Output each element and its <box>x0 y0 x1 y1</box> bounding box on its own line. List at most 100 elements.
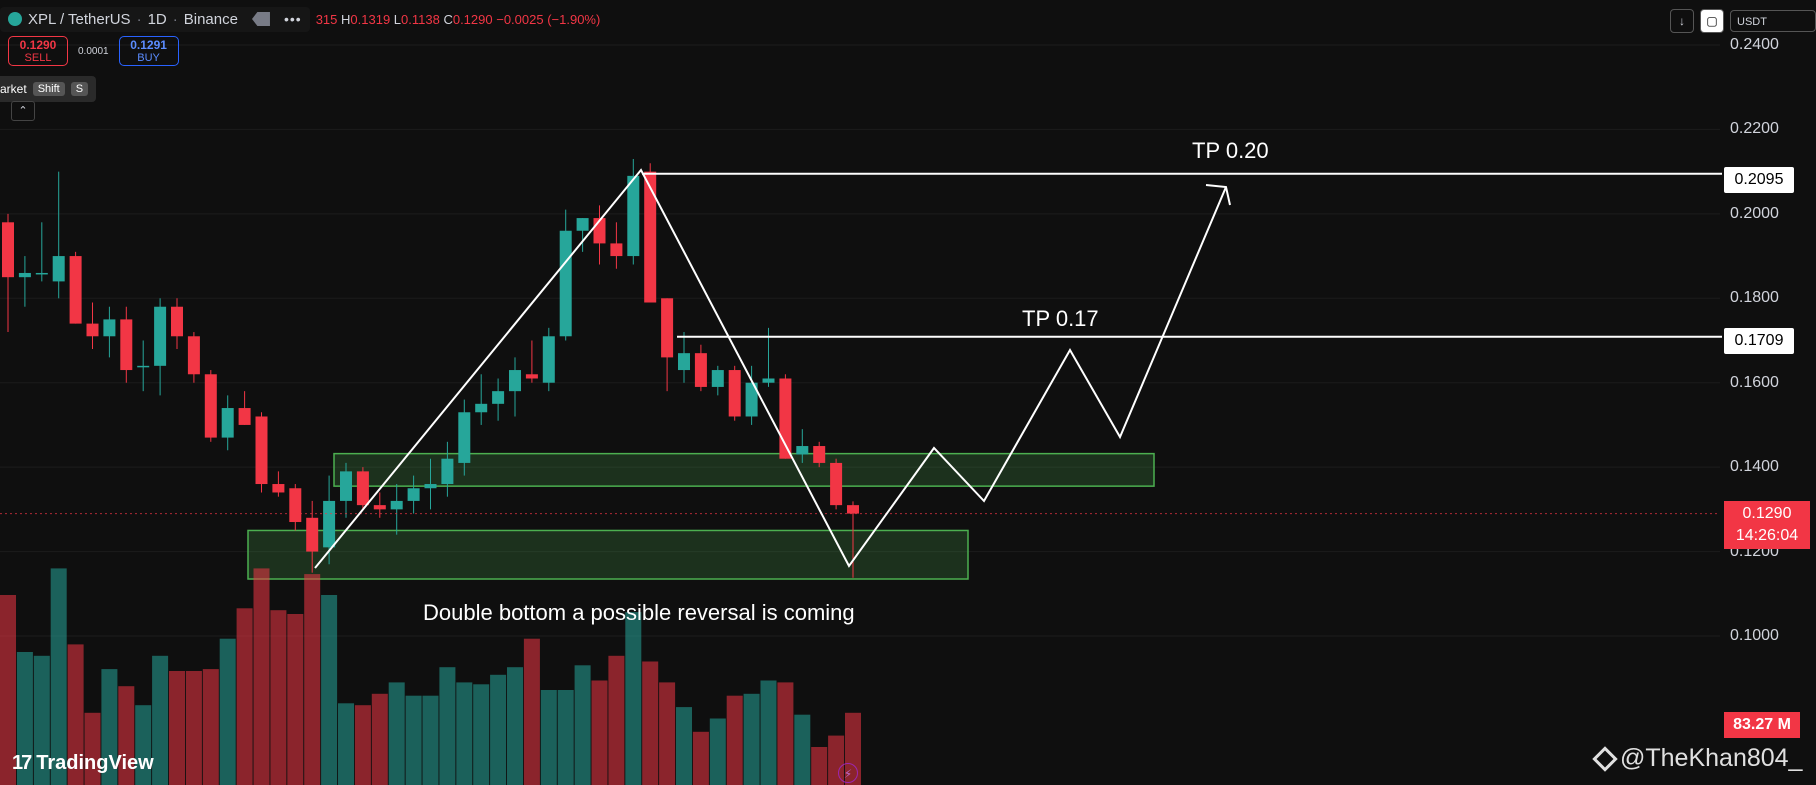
trade-panel: 0.1290 SELL 0.0001 0.1291 BUY <box>8 36 179 66</box>
arrowhead <box>1205 184 1231 206</box>
volume-bar <box>67 644 84 785</box>
candle-body <box>711 370 724 387</box>
volume-bar <box>169 671 185 785</box>
candle-body <box>103 319 116 337</box>
candle-body <box>492 391 505 404</box>
volume-bar <box>557 690 574 785</box>
candle-body <box>678 353 690 371</box>
candle-body <box>18 272 31 278</box>
volume-bar <box>726 695 743 785</box>
symbol-name: XPL / TetherUS <box>28 10 131 28</box>
volume-bar <box>794 714 811 785</box>
candle-body <box>610 243 623 257</box>
axis-tick-label: 0.1600 <box>1730 373 1779 391</box>
candle-body <box>542 336 555 383</box>
resistance-zone <box>333 452 1155 487</box>
volume-bar <box>287 614 304 785</box>
volume-bar <box>388 682 405 785</box>
candle-body <box>204 374 217 438</box>
candle-body <box>424 484 437 489</box>
volume-bar <box>540 690 557 785</box>
level-tag-tp1: 0.1709 <box>1724 328 1794 354</box>
candle-body <box>221 408 234 438</box>
volume-bar <box>338 703 354 785</box>
candle-body <box>306 517 319 552</box>
support-zones <box>247 452 1155 580</box>
volume-bar <box>371 693 388 785</box>
volume-bar <box>608 655 625 785</box>
candle-body <box>255 416 268 485</box>
candle-body <box>35 272 48 275</box>
candle-body <box>694 353 707 387</box>
candle-body <box>86 323 99 337</box>
volume-bar <box>304 574 321 785</box>
collapse-icon[interactable]: ⌃ <box>11 101 35 121</box>
candle-body <box>323 500 336 548</box>
shortcut-hint: arket Shift S <box>0 76 97 102</box>
candle-body <box>171 306 183 337</box>
volume-bar <box>0 595 16 785</box>
sell-button[interactable]: 0.1290 SELL <box>8 36 68 66</box>
candle-body <box>627 175 640 257</box>
volume-bar <box>50 568 67 785</box>
axis-tick-label: 0.2000 <box>1730 204 1779 222</box>
volume-bars <box>0 568 861 785</box>
fullscreen-icon[interactable]: ▢ <box>1700 9 1724 33</box>
download-icon[interactable]: ↓ <box>1670 9 1694 33</box>
volume-bar <box>625 612 642 785</box>
interval[interactable]: 1D <box>147 10 167 28</box>
candle-body <box>187 336 200 375</box>
volume-bar <box>591 680 608 785</box>
candle-body <box>120 319 133 371</box>
volume-bar <box>692 731 709 785</box>
candle-body <box>390 500 403 510</box>
candle-body <box>340 471 352 501</box>
volume-bar <box>135 705 152 785</box>
tag-icon[interactable] <box>251 12 270 26</box>
level-tag-tp2: 0.2095 <box>1724 167 1794 193</box>
volume-bar <box>270 610 287 785</box>
candle-body <box>154 306 167 366</box>
volume-bar <box>354 705 371 785</box>
volume-bar <box>456 682 473 785</box>
tradingview-logo[interactable]: 17 TradingView <box>12 752 154 774</box>
candle-body <box>356 471 369 506</box>
volume-bar <box>219 638 236 785</box>
volume-bar <box>236 608 253 785</box>
ohlc-readout: 315 H0.1319 L0.1138 C0.1290 −0.0025 (−1.… <box>315 11 601 27</box>
tv-icon: 17 <box>12 752 32 774</box>
axis-tick-label: 0.1000 <box>1730 627 1779 644</box>
volume-bar <box>16 652 33 785</box>
candle-body <box>745 382 758 417</box>
volume-bar <box>743 693 760 785</box>
candle-body <box>238 408 251 425</box>
candle-body <box>2 222 14 278</box>
candle-body <box>52 256 65 282</box>
currency-select[interactable]: USDT <box>1730 10 1816 32</box>
drawings <box>0 168 1722 569</box>
tp2-label: TP 0.20 <box>1192 138 1269 163</box>
candle-body <box>509 370 521 392</box>
volume-bar <box>33 655 50 785</box>
candle-body <box>441 458 454 485</box>
xpl-logo-icon <box>8 12 22 26</box>
volume-bar <box>202 669 219 785</box>
volume-bar <box>185 671 202 785</box>
buy-button[interactable]: 0.1291 BUY <box>118 36 179 66</box>
volume-bar <box>439 667 456 785</box>
volume-tag: 83.27 M <box>1724 712 1800 738</box>
axis-tick-label: 0.2200 <box>1730 120 1779 138</box>
candle-body <box>137 365 150 368</box>
symbol-info[interactable]: XPL / TetherUS · 1D · Binance ••• <box>0 6 310 32</box>
lightning-icon[interactable]: ⚡ <box>838 763 858 783</box>
candle-body <box>458 412 471 463</box>
author-watermark: @TheKhan804_ <box>1592 744 1802 773</box>
candle-body <box>576 218 589 231</box>
more-icon[interactable]: ••• <box>283 11 302 27</box>
candle-body <box>813 446 826 463</box>
candle-body <box>728 370 741 417</box>
axis-tick-label: 0.2400 <box>1730 36 1779 53</box>
axis-tick-label: 0.1400 <box>1730 458 1779 476</box>
volume-bar <box>507 667 523 785</box>
